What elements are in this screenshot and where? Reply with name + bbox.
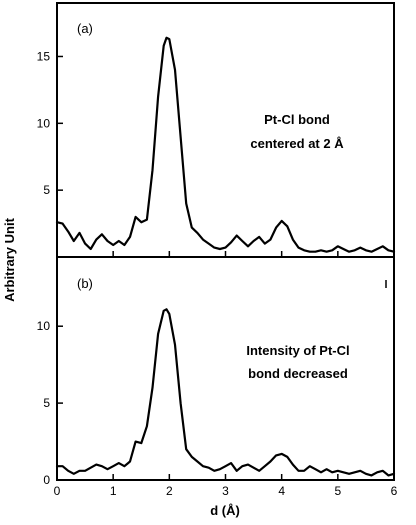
panel-b-x-tick-label: 3: [222, 484, 229, 498]
y-axis-title: Arbitrary Unit: [2, 217, 17, 301]
panel-b-y-tick-label: 10: [37, 319, 51, 333]
panel-b-x-tick-label: 5: [334, 484, 341, 498]
panel-b-x-tick-label: 1: [110, 484, 117, 498]
panel-b-series-line: [55, 308, 396, 477]
panel-a-y-tick-label: 15: [37, 49, 51, 63]
panel-b-x-tick-label: 0: [54, 484, 61, 498]
panel-b-y-tick-label: 5: [43, 396, 50, 410]
panel-b-annotation-line-2: bond decreased: [248, 366, 348, 381]
panel-a-y-tick-label: 10: [37, 116, 51, 130]
x-axis-title: d (Å): [210, 503, 240, 518]
chart-marks: 5 10 15 0 5 10 0 1 2 3 4 5 6: [37, 36, 398, 498]
panel-a-frame: [56, 2, 395, 258]
panel-b-annotation-line-1: Intensity of Pt-Cl: [246, 343, 349, 358]
panel-b-x-tick-label: 4: [278, 484, 285, 498]
panel-a-series-line: [55, 36, 396, 253]
panel-a-annotation-line-1: Pt-Cl bond: [264, 112, 330, 127]
panel-b-y-tick-label: 0: [43, 473, 50, 487]
panel-a-tag: (a): [77, 21, 93, 36]
panel-a-y-tick-label: 5: [43, 183, 50, 197]
panel-b-x-tick-label: 2: [166, 484, 173, 498]
panel-b-x-tick-label: 6: [391, 484, 398, 498]
panel-b-tag: (b): [77, 276, 93, 291]
panel-a-annotation-line-2: centered at 2 Å: [250, 136, 344, 151]
